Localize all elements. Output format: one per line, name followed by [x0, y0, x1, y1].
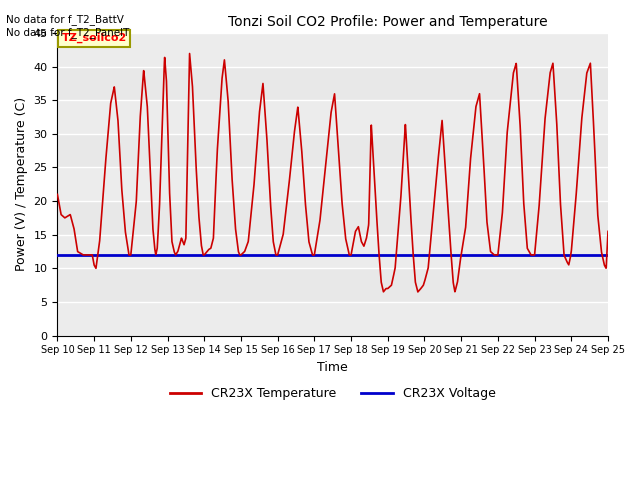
Text: TZ_soilco2: TZ_soilco2 — [62, 33, 127, 43]
Bar — [58, 33, 608, 67]
Title: Tonzi Soil CO2 Profile: Power and Temperature: Tonzi Soil CO2 Profile: Power and Temper… — [228, 15, 548, 29]
Legend: CR23X Temperature, CR23X Voltage: CR23X Temperature, CR23X Voltage — [165, 382, 500, 405]
Text: No data for f_T2_BattV
No data for f_T2_PanelT: No data for f_T2_BattV No data for f_T2_… — [6, 14, 130, 38]
Bar — [58, 168, 608, 201]
Y-axis label: Power (V) / Temperature (C): Power (V) / Temperature (C) — [15, 97, 28, 271]
X-axis label: Time: Time — [317, 361, 348, 374]
Bar — [58, 235, 608, 268]
Bar — [58, 100, 608, 134]
Bar — [58, 302, 608, 336]
